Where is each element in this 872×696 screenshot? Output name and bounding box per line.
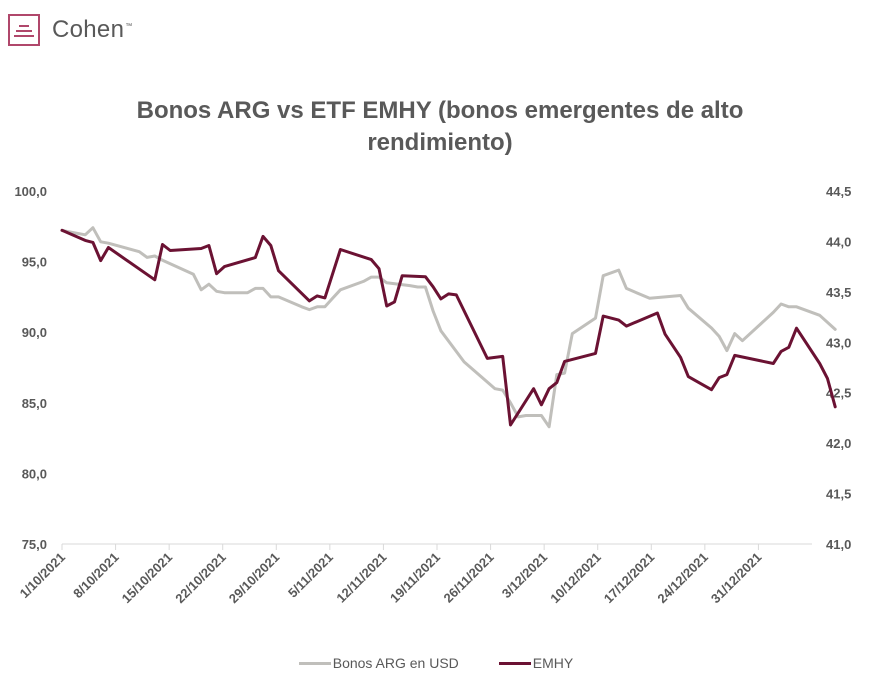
x-tick-label: 29/10/2021 xyxy=(226,550,283,607)
legend-item-emhy: EMHY xyxy=(498,655,574,671)
chart-legend: Bonos ARG en USD EMHY xyxy=(0,655,872,671)
x-tick-label: 3/12/2021 xyxy=(499,550,551,602)
x-tick-label: 1/10/2021 xyxy=(17,550,69,602)
y-left-tick-label: 100,0 xyxy=(14,184,47,199)
cohen-logo-icon xyxy=(8,14,40,46)
legend-swatch-emhy xyxy=(498,661,531,665)
x-tick-label: 19/11/2021 xyxy=(387,550,443,606)
legend-label-emhy: EMHY xyxy=(532,655,574,671)
x-tick-label: 5/11/2021 xyxy=(285,550,336,601)
y-right-tick-label: 41,5 xyxy=(826,487,851,502)
brand-name: Cohen™ xyxy=(52,16,133,43)
y-right-tick-label: 44,5 xyxy=(826,184,851,199)
y-right-tick-label: 41,0 xyxy=(826,537,851,552)
x-tick-label: 17/12/2021 xyxy=(601,550,658,607)
chart-title: Bonos ARG vs ETF EMHY (bonos emergentes … xyxy=(136,97,744,156)
legend-swatch-bonos-arg xyxy=(298,661,331,665)
x-tick-label: 10/12/2021 xyxy=(547,550,604,607)
y-left-tick-label: 95,0 xyxy=(22,255,47,270)
series-line-emhy xyxy=(60,228,837,427)
legend-label-bonos-arg: Bonos ARG en USD xyxy=(332,655,459,671)
legend-item-bonos-arg: Bonos ARG en USD xyxy=(298,655,459,671)
y-left-tick-label: 90,0 xyxy=(22,325,47,340)
y-right-tick-label: 42,0 xyxy=(826,436,851,451)
y-right-tick-label: 43,0 xyxy=(826,335,851,350)
x-tick-label: 24/12/2021 xyxy=(654,550,711,607)
brand-logo: Cohen™ xyxy=(8,14,133,46)
y-left-tick-label: 85,0 xyxy=(22,396,47,411)
y-left-tick-label: 75,0 xyxy=(22,537,47,552)
y-right-tick-label: 43,5 xyxy=(826,285,851,300)
y-left-tick-label: 80,0 xyxy=(22,466,47,481)
y-right-tick-label: 44,0 xyxy=(826,234,851,249)
x-tick-label: 31/12/2021 xyxy=(708,550,765,607)
series-line-bonos-arg xyxy=(60,226,837,429)
x-tick-label: 26/11/2021 xyxy=(441,550,497,606)
x-tick-label: 22/10/2021 xyxy=(172,550,229,607)
x-tick-label: 15/10/2021 xyxy=(119,550,176,607)
x-tick-label: 12/11/2021 xyxy=(333,550,389,606)
x-tick-label: 8/10/2021 xyxy=(70,550,122,602)
